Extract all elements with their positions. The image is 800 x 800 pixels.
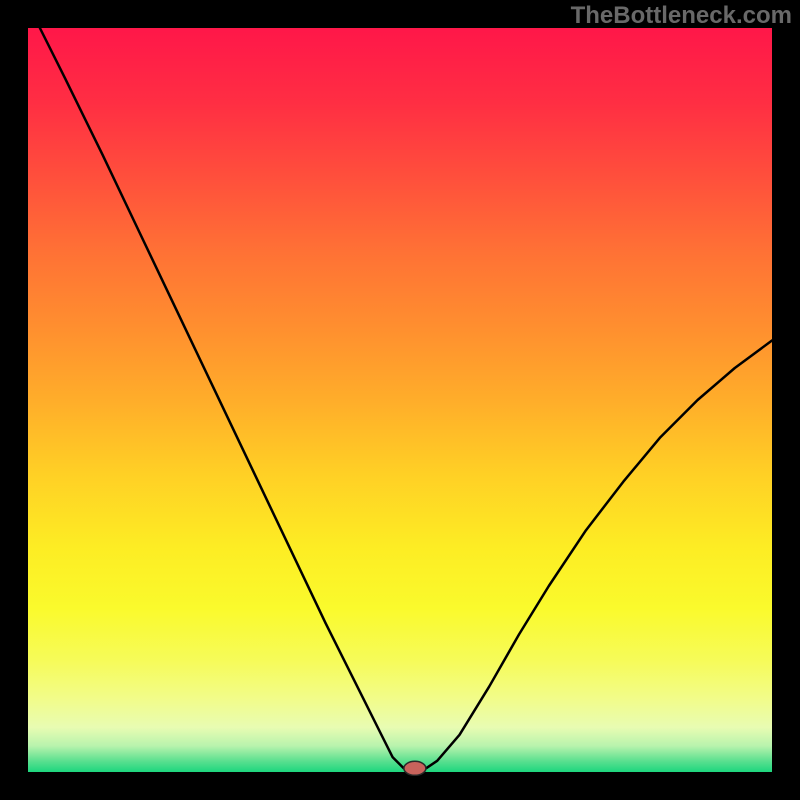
optimal-marker	[404, 761, 426, 775]
bottleneck-chart: TheBottleneck.com	[0, 0, 800, 800]
watermark-text: TheBottleneck.com	[571, 2, 792, 30]
plot-background	[28, 28, 772, 772]
chart-svg	[0, 0, 800, 800]
